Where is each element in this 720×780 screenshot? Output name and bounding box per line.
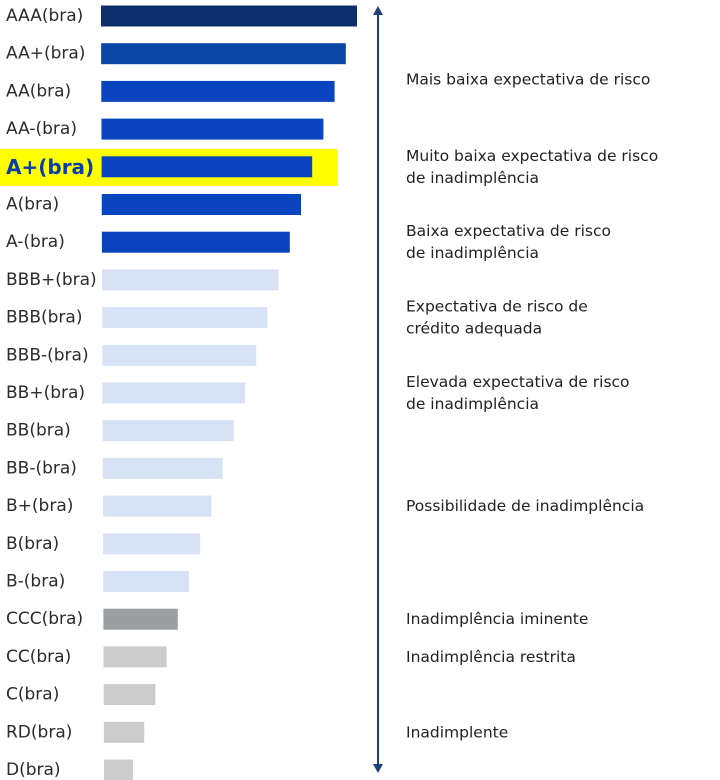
risk-description-7: Inadimplência iminente (406, 610, 588, 628)
bar-aa-bra (101, 118, 324, 140)
bar-bbb-bra (102, 269, 279, 291)
rating-label-b-bra: B-(bra) (6, 572, 65, 592)
rating-label-bb-bra: BB+(bra) (6, 383, 85, 403)
rating-label-aaa-bra: AAA(bra) (6, 6, 83, 26)
rating-label-a-bra: A(bra) (6, 195, 59, 215)
risk-description-1: Mais baixa expectativa de risco (406, 70, 650, 88)
bar-a-bra (101, 194, 301, 215)
risk-description-2: Muito baixa expectativa de risco de inadi… (406, 147, 658, 187)
bar-bb-bra (102, 457, 223, 479)
rating-label-bb-bra: BB(bra) (6, 421, 71, 441)
rating-label-c-bra: C(bra) (6, 685, 59, 705)
bar-bb-bra (102, 382, 245, 404)
rating-label-aa-bra: AA(bra) (6, 81, 71, 101)
bar-aa-bra (101, 80, 335, 102)
bar-rd-bra (103, 721, 145, 743)
bar-a-bra (101, 156, 313, 178)
rating-label-ccc-bra: CCC(bra) (6, 609, 83, 629)
rating-label-cc-bra: CC(bra) (6, 647, 71, 667)
rating-label-bbb-bra: BBB-(bra) (6, 345, 89, 365)
risk-description-4: Expectativa de risco de crédito adequada (406, 298, 588, 338)
bar-bbb-bra (102, 307, 268, 329)
bar-d-bra (104, 759, 133, 780)
bar-aa-bra (101, 43, 346, 65)
bar-aaa-bra (101, 5, 357, 27)
rating-label-rd-bra: RD(bra) (6, 722, 72, 742)
risk-description-3: Baixa expectativa de risco de inadimplênc… (406, 222, 611, 262)
arrow-down-icon (373, 764, 383, 773)
risk-description-9: Inadimplente (406, 723, 508, 741)
arrow-up-icon (373, 6, 383, 15)
bar-c-bra (103, 684, 156, 706)
risk-description-5: Elevada expectativa de risco de inadimplê… (406, 373, 630, 413)
rating-label-bb-bra: BB-(bra) (6, 458, 77, 478)
bar-b-bra (103, 533, 201, 555)
rating-label-aa-bra: AA+(bra) (6, 44, 85, 64)
risk-description-6: Possibilidade de inadimplência (406, 497, 644, 515)
rating-label-bbb-bra: BBB+(bra) (6, 270, 97, 290)
rating-label-d-bra: D(bra) (6, 760, 61, 780)
rating-label-a-bra: A+(bra) (6, 155, 94, 179)
rating-label-b-bra: B(bra) (6, 534, 59, 554)
rating-label-b-bra: B+(bra) (6, 496, 73, 516)
rating-label-aa-bra: AA-(bra) (6, 119, 77, 139)
bar-b-bra (102, 495, 212, 517)
rating-label-bbb-bra: BBB(bra) (6, 308, 82, 328)
rating-label-a-bra: A-(bra) (6, 232, 65, 252)
risk-description-8: Inadimplência restrita (406, 648, 576, 666)
bar-ccc-bra (103, 608, 178, 630)
bar-a-bra (101, 231, 290, 253)
bar-bbb-bra (102, 344, 257, 366)
bar-bb-bra (102, 420, 234, 442)
bar-b-bra (103, 571, 189, 592)
bar-cc-bra (103, 646, 167, 668)
